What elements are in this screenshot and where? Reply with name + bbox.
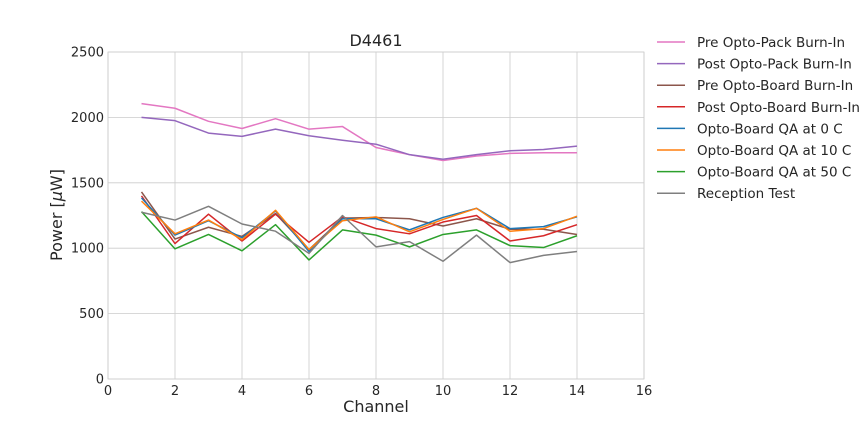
x-tick-label-6: 12	[502, 384, 519, 399]
x-tick-labels: 0 2 4 6 8 10 12 14 16	[104, 384, 652, 399]
series-line-1	[141, 116, 578, 161]
series-line-7	[141, 205, 578, 264]
x-axis-label: Channel	[343, 397, 409, 416]
y-tick-label-3: 1500	[71, 176, 104, 191]
y-axis-label-suffix: W]	[47, 169, 66, 191]
y-axis-label-mu: μ	[47, 191, 66, 202]
x-tick-label-2: 4	[238, 384, 246, 399]
legend: Pre Opto-Pack Burn-In Post Opto-Pack Burn…	[657, 35, 860, 202]
x-tick-label-4: 8	[372, 384, 380, 399]
x-tick-label-7: 14	[569, 384, 586, 399]
series-line-6	[140, 211, 578, 261]
legend-label-4: Opto-Board QA at 0 C	[697, 121, 843, 137]
legend-label-2: Pre Opto-Board Burn-In	[697, 78, 853, 94]
x-tick-label-0: 0	[104, 384, 112, 399]
x-tick-label-3: 6	[305, 384, 313, 399]
x-tick-label-1: 2	[171, 384, 179, 399]
plot-frame	[107, 51, 645, 380]
grid	[107, 51, 645, 380]
y-tick-label-4: 2000	[71, 111, 104, 126]
series-line-3	[140, 195, 578, 245]
y-tick-label-1: 500	[79, 307, 104, 322]
y-tick-label-5: 2500	[71, 46, 104, 61]
x-tick-label-8: 16	[636, 384, 653, 399]
series-lines	[140, 102, 578, 264]
legend-label-1: Post Opto-Pack Burn-In	[697, 57, 852, 73]
legend-label-6: Opto-Board QA at 50 C	[697, 165, 851, 181]
y-axis-label-prefix: Power [	[47, 201, 66, 261]
chart-title: D4461	[349, 31, 402, 50]
y-axis-label: Power [μW]	[47, 169, 66, 261]
y-tick-label-0: 0	[96, 373, 104, 388]
y-tick-labels: 0 500 1000 1500 2000 2500	[71, 46, 104, 388]
series-line-0	[141, 102, 577, 162]
legend-label-7: Reception Test	[697, 186, 795, 202]
series-line-5	[140, 200, 578, 251]
x-tick-label-5: 10	[435, 384, 452, 399]
y-tick-label-2: 1000	[71, 242, 104, 257]
legend-label-5: Opto-Board QA at 10 C	[697, 143, 851, 159]
legend-label-3: Post Opto-Board Burn-In	[697, 100, 860, 116]
legend-label-0: Pre Opto-Pack Burn-In	[697, 35, 845, 51]
series-line-4	[140, 197, 578, 253]
